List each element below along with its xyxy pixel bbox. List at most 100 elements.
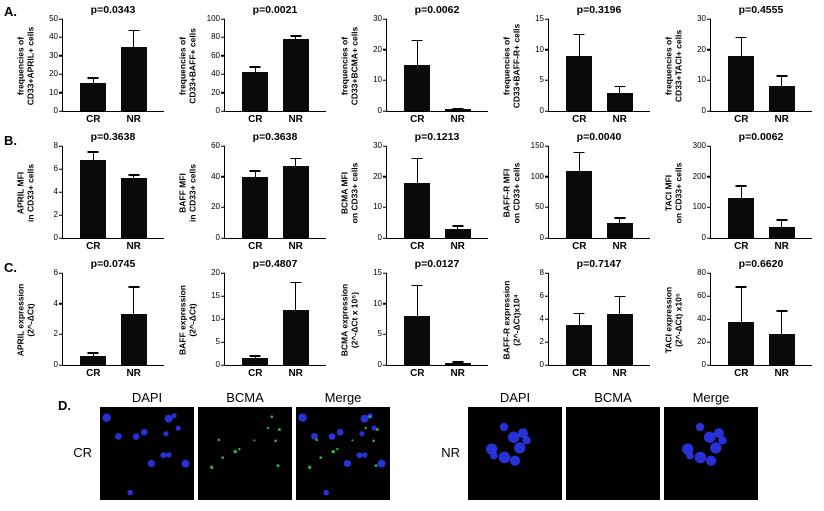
y-axis-title: BAFF-R MFI on CD33+ cells [501, 146, 522, 239]
x-tick-label-cr: CR [572, 241, 587, 252]
x-tick-label-nr: NR [774, 368, 789, 379]
chart-b2-baff-mfi: p=0.3638 BAFF MFI in CD33+ cells 0 20 40 60 CR N… [176, 131, 336, 253]
x-tick-label-cr: CR [86, 368, 101, 379]
panel-b-label: B. [4, 133, 17, 148]
y-tick-label: 0 [701, 233, 706, 242]
error-bar [740, 185, 743, 199]
plot-area: 0 10 20 30 40 50 CR NR [49, 15, 164, 125]
panel-a-label: A. [4, 4, 17, 19]
y-tick-label: 0 [377, 106, 382, 115]
y-axis-title-line: CD33+BAFF-R+ cells [510, 23, 521, 108]
p-value-label: p=0.0062 [414, 4, 460, 16]
y-tick-label: 6 [53, 268, 58, 277]
y-axis-title: frequencies of CD33+BCMA+ cells [339, 19, 360, 112]
error-bar [578, 34, 581, 56]
y-tick-mark [221, 145, 225, 147]
bar-nr [606, 92, 633, 111]
error-bar-cap [128, 29, 140, 32]
p-value-label: p=0.3638 [252, 131, 298, 143]
error-bar [740, 37, 743, 56]
y-tick-label: 40 [49, 32, 58, 42]
y-axis-title-line: TACI expression [663, 286, 673, 353]
error-bar [578, 152, 581, 171]
y-axis-title-line: frequencies of [339, 36, 349, 95]
micrograph-nr-bcma [566, 407, 660, 500]
panel-b-charts: p=0.3638 APRIL MFI in CD33+ cells 0 2 4 6 8 CR NR… [14, 131, 822, 253]
y-tick-label: 40 [211, 171, 220, 181]
y-axis-title-line: CD33+APRIL+ cells [24, 26, 35, 105]
error-bar-cap [614, 85, 626, 88]
y-tick-mark [545, 145, 549, 147]
bar-cr [404, 182, 431, 238]
y-axis-title: APRIL expression (2^-ΔCt) [15, 273, 36, 366]
p-value-label: p=0.0745 [90, 258, 136, 270]
error-bar-cap [614, 217, 626, 219]
y-tick-label: 15 [211, 291, 220, 300]
y-axis-title-line: BAFF MFI [177, 172, 187, 213]
y-tick-label: 300 [692, 141, 706, 150]
bar-nr [768, 333, 795, 365]
panel-c-charts: p=0.0745 APRIL expression (2^-ΔCt) 0 2 4 6 CR NR… [14, 258, 822, 380]
error-bar [294, 158, 297, 166]
y-tick-mark [707, 272, 711, 274]
bar-nr [606, 222, 633, 238]
y-axis-title-line: in CD33+ cells [186, 163, 197, 222]
y-tick-label: 10 [373, 75, 382, 85]
y-tick-label: 60 [211, 141, 220, 150]
y-tick-label: 10 [535, 44, 544, 54]
y-tick-label: 50 [535, 202, 544, 212]
y-tick-mark [59, 333, 63, 336]
y-tick-label: 0 [215, 360, 220, 369]
chart-c5-taci-expression: p=0.6620 TACI expression (2^-ΔCt) x10⁵ 0 20 4… [662, 258, 822, 380]
y-axis-title-line: BAFF-R expression [501, 280, 511, 359]
chart-a5-taci-frequency: p=0.4555 frequencies of CD33+TACI+ cells 0 1… [662, 4, 822, 126]
micro-cell-cr-bcma: BCMA [198, 390, 292, 500]
y-tick-mark [59, 55, 63, 57]
x-tick-label-cr: CR [410, 368, 425, 379]
y-tick-mark [221, 341, 225, 343]
error-bar-cap [452, 107, 464, 110]
plot-area: 0 10 20 30 CR NR [373, 142, 488, 252]
y-axis-title-line: (2^-ΔCt) [24, 302, 35, 337]
x-tick-label-nr: NR [126, 241, 141, 252]
error-bar-cap [290, 35, 302, 37]
micrograph-group-nr: DAPI BCMA Merge [468, 390, 758, 500]
x-tick-label-nr: NR [288, 241, 303, 252]
y-tick-mark [59, 18, 63, 20]
y-tick-label: 0 [539, 360, 544, 369]
bar-cr [728, 198, 755, 238]
y-tick-label: 4 [53, 298, 58, 308]
error-bar [92, 352, 95, 356]
bar-cr [404, 315, 431, 365]
y-axis-title: BAFF expression (2^-ΔCt) [177, 273, 198, 366]
y-tick-mark [383, 175, 387, 178]
plot-area: 0 20 40 60 80 CR NR [697, 269, 812, 379]
x-tick-label-cr: CR [410, 241, 425, 252]
error-bar-cap [452, 361, 464, 363]
chart-c2-baff-expression: p=0.4807 BAFF expression (2^-ΔCt) 0 5 10 15 20 C… [176, 258, 336, 380]
y-tick-mark [383, 364, 387, 366]
y-tick-mark [707, 318, 711, 320]
y-axis-title-line: frequencies of [177, 36, 187, 95]
error-bar [294, 282, 297, 310]
x-tick-label-nr: NR [126, 368, 141, 379]
x-tick-label-nr: NR [612, 114, 627, 125]
y-tick-mark [221, 110, 225, 112]
bar-nr [768, 227, 795, 238]
y-tick-mark [221, 295, 225, 297]
p-value-label: p=0.4807 [252, 258, 298, 270]
bar-nr [444, 228, 471, 238]
x-tick-label-cr: CR [572, 114, 587, 125]
x-tick-label-cr: CR [86, 241, 101, 252]
p-value-label: p=0.6620 [738, 258, 784, 270]
micrograph-nr-dapi [468, 407, 562, 500]
bar-cr [242, 358, 269, 365]
y-tick-mark [221, 272, 225, 274]
channel-label: DAPI [131, 390, 163, 405]
y-tick-label: 80 [211, 32, 220, 42]
x-tick-label-cr: CR [410, 114, 425, 125]
y-axis-title-line: APRIL expression [15, 283, 25, 356]
y-tick-mark [545, 272, 549, 274]
y-tick-label: 8 [539, 268, 544, 277]
error-bar-cap [249, 170, 261, 172]
